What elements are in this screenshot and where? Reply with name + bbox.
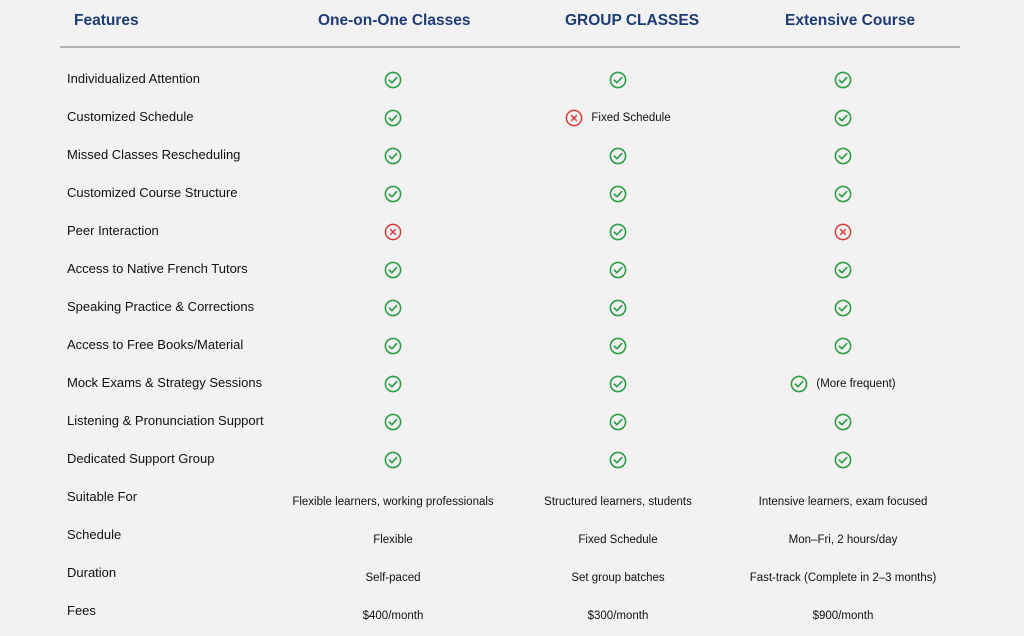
check-icon: [609, 413, 627, 431]
cell-text: (More frequent): [816, 378, 896, 390]
check-icon: [384, 185, 402, 203]
cell-text: Fast-track (Complete in 2–3 months): [749, 572, 937, 584]
table-row: Customized Course Structure: [0, 175, 1024, 213]
cross-icon: [565, 109, 583, 127]
check-icon: [384, 109, 402, 127]
check-icon: [384, 451, 402, 469]
check-icon: [790, 375, 808, 393]
table-row: Suitable For Flexible learners, working p…: [0, 479, 1024, 517]
table-row: Speaking Practice & Corrections: [0, 289, 1024, 327]
check-icon: [609, 261, 627, 279]
check-icon: [834, 185, 852, 203]
cell-text: Self-paced: [365, 572, 421, 584]
cell-text: Mon–Fri, 2 hours/day: [788, 534, 898, 546]
feature-label: Peer Interaction: [67, 223, 159, 238]
feature-label: Listening & Pronunciation Support: [67, 413, 264, 428]
table-row: Missed Classes Rescheduling: [0, 137, 1024, 175]
check-icon: [384, 147, 402, 165]
check-icon: [834, 147, 852, 165]
extensive-course-column-header: Extensive Course: [785, 12, 916, 29]
comparison-header: Features One-on-One Classes GROUP CLASSE…: [0, 0, 1024, 44]
feature-label: Duration: [67, 565, 117, 580]
cell-text: $900/month: [812, 610, 874, 622]
cell-text: $400/month: [362, 610, 424, 622]
check-icon: [384, 299, 402, 317]
feature-label: Speaking Practice & Corrections: [67, 299, 255, 314]
feature-label: Missed Classes Rescheduling: [67, 147, 241, 162]
check-icon: [834, 451, 852, 469]
check-icon: [834, 299, 852, 317]
check-icon: [609, 223, 627, 241]
check-icon: [384, 413, 402, 431]
feature-label: Customized Course Structure: [67, 185, 238, 200]
check-icon: [609, 71, 627, 89]
group-classes-column-header: GROUP CLASSES: [565, 12, 700, 29]
cell-text: Structured learners, students: [544, 496, 692, 508]
table-row: Mock Exams & Strategy Sessions (More freq…: [0, 365, 1024, 403]
check-icon: [609, 185, 627, 203]
cell-text: Intensive learners, exam focused: [758, 496, 928, 508]
feature-label: Suitable For: [67, 489, 138, 504]
cross-icon: [834, 223, 852, 241]
check-icon: [609, 147, 627, 165]
feature-label: Access to Free Books/Material: [67, 337, 244, 352]
check-icon: [384, 337, 402, 355]
table-row: Duration Self-paced Set group batches Fast-…: [0, 555, 1024, 593]
cell-text: Fixed Schedule: [578, 534, 658, 546]
feature-label: Schedule: [67, 527, 122, 542]
check-icon: [834, 337, 852, 355]
table-row: Individualized Attention: [0, 61, 1024, 99]
table-row: Schedule Flexible Fixed Schedule Mon–Fri, 2…: [0, 517, 1024, 555]
check-icon: [609, 337, 627, 355]
check-icon: [609, 451, 627, 469]
table-row: Listening & Pronunciation Support: [0, 403, 1024, 441]
feature-label: Dedicated Support Group: [67, 451, 215, 466]
check-icon: [384, 375, 402, 393]
comparison-table-body: Individualized Attention Customized Sched…: [0, 61, 1024, 631]
cell-text: Set group batches: [571, 572, 665, 584]
check-icon: [834, 261, 852, 279]
feature-label: Individualized Attention: [67, 71, 200, 86]
table-row: Access to Free Books/Material: [0, 327, 1024, 365]
table-row: Fees $400/month $300/month $900/month: [0, 593, 1024, 631]
check-icon: [834, 413, 852, 431]
cell-text: Flexible: [373, 534, 413, 546]
cell-text: Flexible learners, working professionals: [292, 496, 494, 508]
feature-label: Mock Exams & Strategy Sessions: [67, 375, 263, 390]
feature-label: Customized Schedule: [67, 109, 194, 124]
feature-label: Fees: [67, 603, 96, 618]
one-on-one-column-header: One-on-One Classes: [318, 12, 471, 29]
check-icon: [609, 299, 627, 317]
check-icon: [834, 71, 852, 89]
cross-icon: [384, 223, 402, 241]
check-icon: [834, 109, 852, 127]
check-icon: [609, 375, 627, 393]
table-row: Customized Schedule Fixed Schedule: [0, 99, 1024, 137]
check-icon: [384, 261, 402, 279]
header-divider: [60, 46, 960, 48]
check-icon: [384, 71, 402, 89]
cell-text: $300/month: [587, 610, 649, 622]
table-row: Dedicated Support Group: [0, 441, 1024, 479]
feature-label: Access to Native French Tutors: [67, 261, 248, 276]
table-row: Peer Interaction: [0, 213, 1024, 251]
table-row: Access to Native French Tutors: [0, 251, 1024, 289]
features-column-header: Features: [74, 12, 139, 29]
cell-text: Fixed Schedule: [591, 112, 671, 124]
